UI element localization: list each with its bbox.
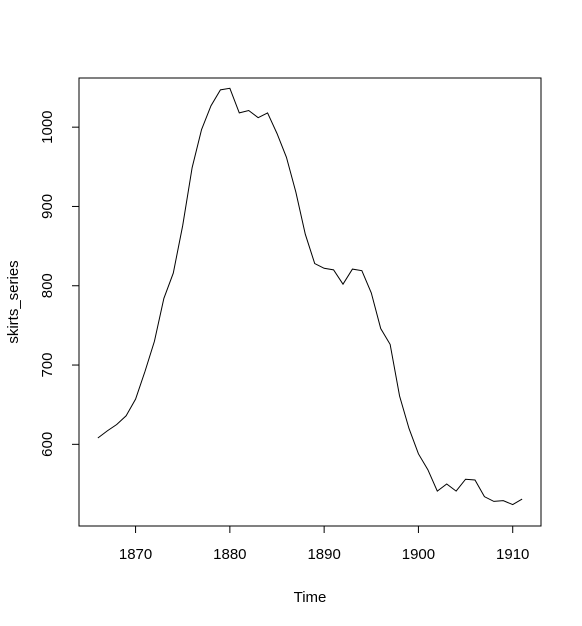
y-tick-label: 1000 — [39, 110, 56, 143]
y-tick-label: 800 — [39, 273, 56, 298]
y-tick-label: 900 — [39, 194, 56, 219]
x-tick-label: 1890 — [307, 546, 340, 563]
x-axis-label: Time — [294, 589, 327, 606]
x-tick-label: 1910 — [496, 546, 529, 563]
x-tick-label: 1870 — [119, 546, 152, 563]
x-tick-label: 1880 — [213, 546, 246, 563]
y-axis-label: skirts_series — [5, 260, 22, 343]
x-axis: 1870 1880 1890 1900 1910 — [119, 525, 529, 563]
y-tick-label: 600 — [39, 432, 56, 457]
series-line — [97, 87, 523, 506]
plot-frame — [78, 77, 542, 527]
y-tick-label: 700 — [39, 353, 56, 378]
x-tick-label: 1900 — [402, 546, 435, 563]
y-axis: 600 700 800 900 1000 — [39, 110, 80, 457]
